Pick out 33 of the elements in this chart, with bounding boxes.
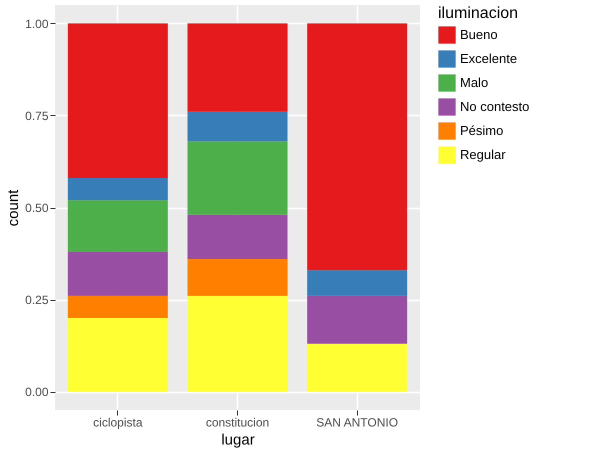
bar (188, 259, 288, 296)
bar (307, 23, 408, 270)
legend-label: Excelente (460, 51, 518, 66)
y-tick-label: 1.00 (25, 16, 49, 31)
y-tick-label: 0.75 (25, 108, 49, 123)
y-tick-label: 0.00 (25, 385, 49, 400)
y-tick-label: 0.25 (25, 293, 49, 308)
x-tick-label: SAN ANTONIO (316, 416, 398, 430)
bar (307, 296, 408, 344)
legend-label: Regular (460, 147, 506, 162)
bar (68, 318, 168, 392)
y-axis-title: count (5, 188, 22, 226)
bar (307, 270, 408, 296)
x-axis-title: lugar (221, 432, 255, 448)
bar (68, 200, 168, 252)
bar (68, 296, 168, 318)
bar (68, 23, 168, 178)
legend-label: Bueno (460, 27, 498, 42)
bar (307, 344, 408, 392)
bar (188, 112, 288, 142)
y-tick-label: 0.50 (25, 201, 49, 215)
bar (188, 214, 288, 260)
bar (188, 296, 288, 392)
legend-label: Malo (460, 75, 488, 90)
bar (188, 141, 288, 215)
bar (68, 252, 168, 296)
legend-title: iluminacion (438, 5, 518, 22)
x-tick-label: ciclopista (93, 416, 143, 430)
x-tick-label: constitucion (206, 416, 270, 430)
legend-label: No contesto (460, 99, 530, 114)
bar (68, 178, 168, 200)
bar (188, 23, 288, 112)
legend-label: Pésimo (460, 123, 504, 138)
